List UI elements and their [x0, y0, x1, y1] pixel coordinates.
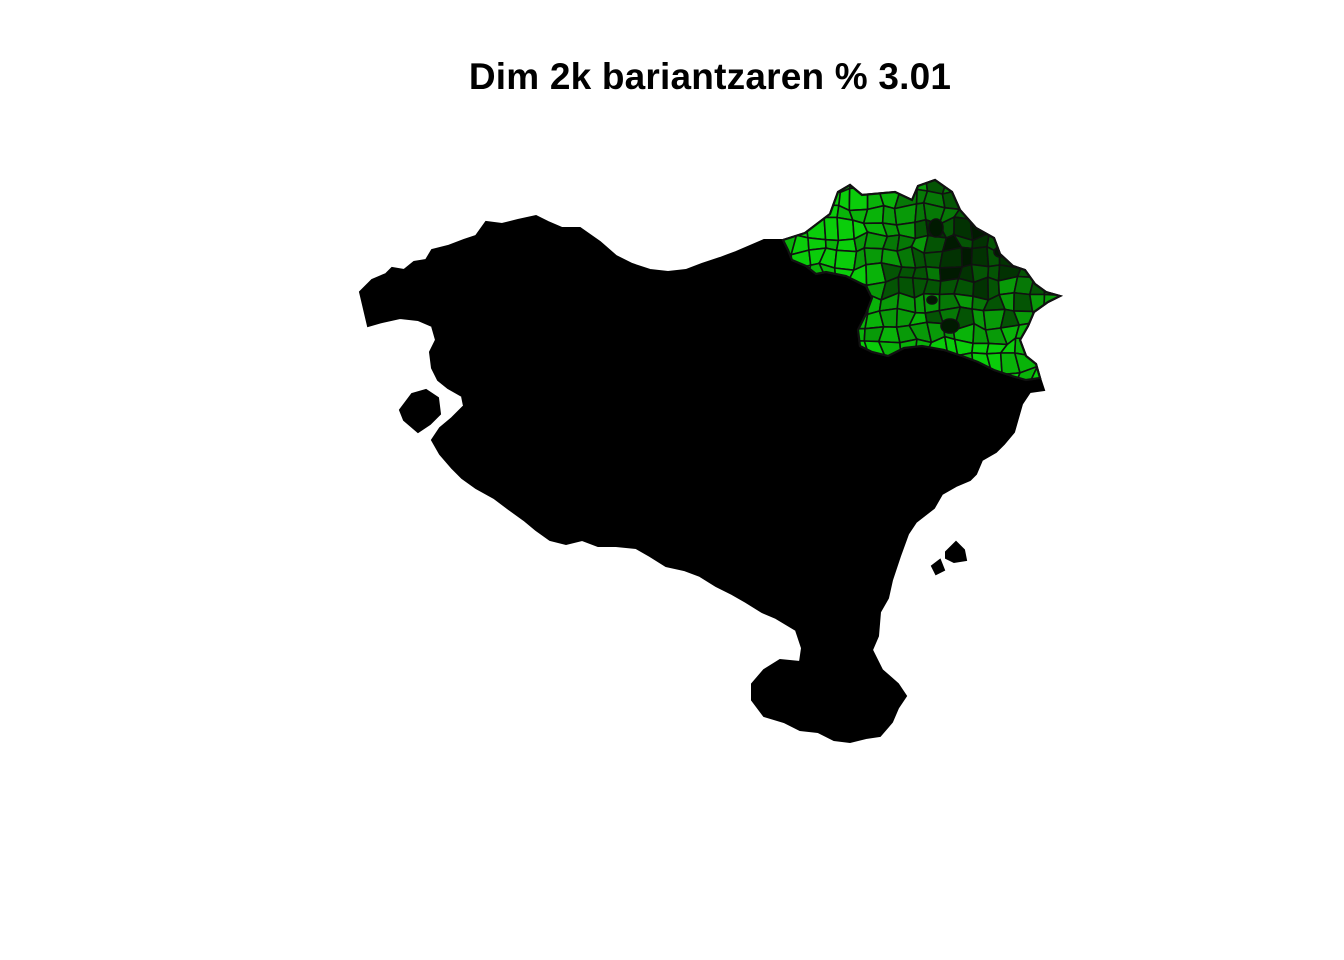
municipality	[1045, 234, 1060, 252]
municipality	[833, 249, 858, 272]
municipality	[1017, 193, 1038, 211]
municipality	[983, 186, 1002, 203]
municipality	[866, 180, 884, 192]
municipality	[1014, 230, 1035, 250]
map-title: Dim 2k bariantzaren % 3.01	[468, 56, 952, 97]
municipality	[1032, 264, 1051, 281]
municipality	[998, 192, 1023, 211]
municipality	[1057, 220, 1060, 239]
ne-region-outline	[781, 178, 1064, 382]
municipality	[788, 180, 809, 196]
municipality	[783, 180, 792, 196]
municipality	[818, 180, 842, 194]
municipality	[804, 187, 826, 212]
municipality	[1032, 247, 1050, 268]
municipality	[1043, 320, 1060, 341]
municipality	[969, 186, 992, 211]
municipality	[1032, 201, 1049, 226]
municipality	[953, 180, 979, 192]
municipality	[926, 295, 938, 305]
municipality	[1047, 382, 1066, 402]
municipality	[1029, 338, 1052, 357]
municipality	[1045, 247, 1060, 266]
municipality	[928, 218, 944, 238]
municipality	[1047, 180, 1060, 194]
land-main	[358, 214, 1046, 744]
municipality	[912, 180, 929, 192]
municipality	[1065, 353, 1076, 375]
municipality	[1058, 294, 1060, 314]
municipality	[863, 247, 884, 266]
municipality	[1064, 367, 1076, 390]
municipality	[1001, 218, 1020, 238]
municipality	[793, 207, 807, 219]
municipality	[1030, 230, 1054, 250]
municipality	[1042, 311, 1060, 331]
municipality	[1058, 250, 1060, 272]
municipality	[783, 204, 797, 221]
municipality	[1043, 351, 1060, 377]
municipality	[1043, 371, 1060, 380]
municipality	[1043, 200, 1060, 226]
municipality	[998, 200, 1020, 226]
municipality	[969, 180, 992, 190]
municipality	[1058, 180, 1060, 191]
municipality	[1064, 382, 1076, 402]
municipality	[1014, 219, 1035, 238]
municipality	[1046, 185, 1060, 207]
municipality	[1058, 281, 1060, 300]
municipality	[941, 189, 961, 211]
municipality	[1033, 320, 1052, 341]
land-islet-east-small	[930, 558, 946, 576]
municipality	[999, 180, 1023, 197]
municipality	[970, 245, 990, 268]
municipality	[998, 231, 1023, 255]
municipality	[898, 180, 919, 194]
municipality	[1061, 205, 1082, 223]
municipality	[1062, 307, 1080, 329]
municipality	[877, 180, 901, 194]
municipality	[783, 193, 796, 210]
municipality	[1013, 180, 1038, 197]
municipality	[982, 200, 1004, 223]
municipality	[1061, 187, 1076, 206]
municipality	[1035, 191, 1052, 204]
municipality	[1043, 261, 1060, 284]
municipality	[982, 219, 1006, 234]
municipality	[804, 203, 826, 219]
municipality	[1030, 219, 1054, 238]
municipality	[956, 187, 972, 211]
municipality	[806, 180, 826, 192]
municipality	[1043, 219, 1060, 237]
municipality	[789, 187, 809, 212]
municipality	[986, 180, 1006, 195]
municipality	[1045, 337, 1060, 354]
land-islet-west	[398, 388, 442, 434]
municipality	[969, 200, 986, 223]
land-islet-east	[945, 540, 968, 564]
municipality	[1062, 322, 1079, 345]
municipality	[836, 216, 856, 242]
municipality	[1057, 234, 1060, 254]
municipality	[1017, 201, 1038, 226]
municipality	[1031, 180, 1052, 196]
municipality	[1062, 339, 1076, 353]
municipality	[940, 318, 960, 334]
municipality	[823, 216, 840, 242]
municipality	[1058, 261, 1060, 286]
municipality	[1020, 245, 1035, 270]
